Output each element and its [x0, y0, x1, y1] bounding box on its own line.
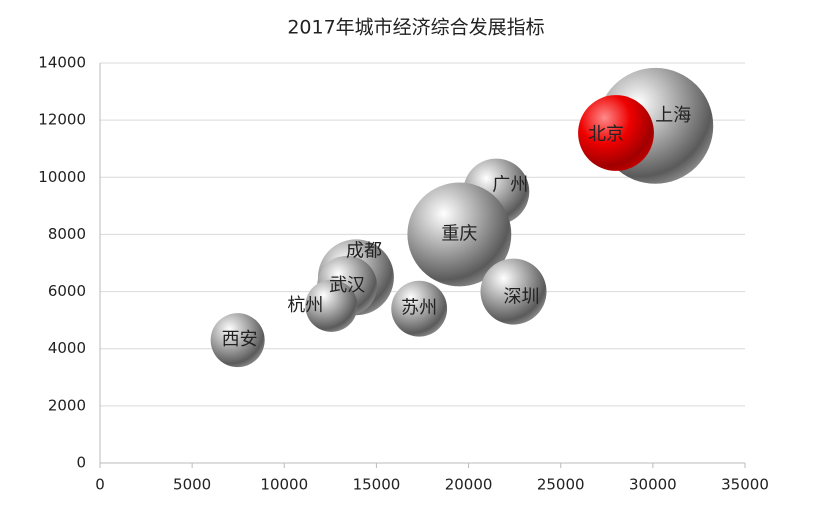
- bubble: [480, 258, 547, 325]
- x-tick-label: 10000: [260, 476, 308, 494]
- bubble-label: 西安: [222, 329, 258, 350]
- bubble-label: 广州: [492, 175, 528, 196]
- y-tick-label: 6000: [48, 282, 86, 300]
- x-tick-label: 30000: [629, 476, 677, 494]
- bubble: [305, 279, 358, 332]
- x-tick-label: 20000: [445, 476, 493, 494]
- bubble: [578, 95, 654, 171]
- x-tick-label: 5000: [173, 476, 211, 494]
- bubble-label: 深圳: [504, 287, 540, 308]
- chart-title: 2017年城市经济综合发展指标: [287, 17, 544, 39]
- x-tick-label: 15000: [353, 476, 401, 494]
- y-tick-label: 8000: [48, 225, 86, 243]
- y-tick-label: 14000: [38, 54, 86, 72]
- y-tick-label: 0: [76, 454, 86, 472]
- bubble-label: 北京: [588, 124, 624, 145]
- x-tick-label: 25000: [537, 476, 585, 494]
- bubble-label: 武汉: [329, 275, 365, 296]
- y-tick-label: 12000: [38, 111, 86, 129]
- bubble-label: 苏州: [401, 298, 437, 319]
- bubble-label: 杭州: [287, 295, 323, 316]
- y-tick-label: 2000: [48, 396, 86, 414]
- bubble: [391, 280, 448, 337]
- y-tick-label: 10000: [38, 168, 86, 186]
- bubble: [210, 313, 265, 368]
- x-tick-label: 35000: [721, 476, 769, 494]
- bubble-label: 重庆: [441, 223, 477, 244]
- bubble: [407, 182, 512, 287]
- bubble-label: 上海: [655, 105, 691, 126]
- x-tick-label: 0: [95, 476, 105, 494]
- y-tick-label: 4000: [48, 339, 86, 357]
- bubble-label: 成都: [346, 240, 382, 261]
